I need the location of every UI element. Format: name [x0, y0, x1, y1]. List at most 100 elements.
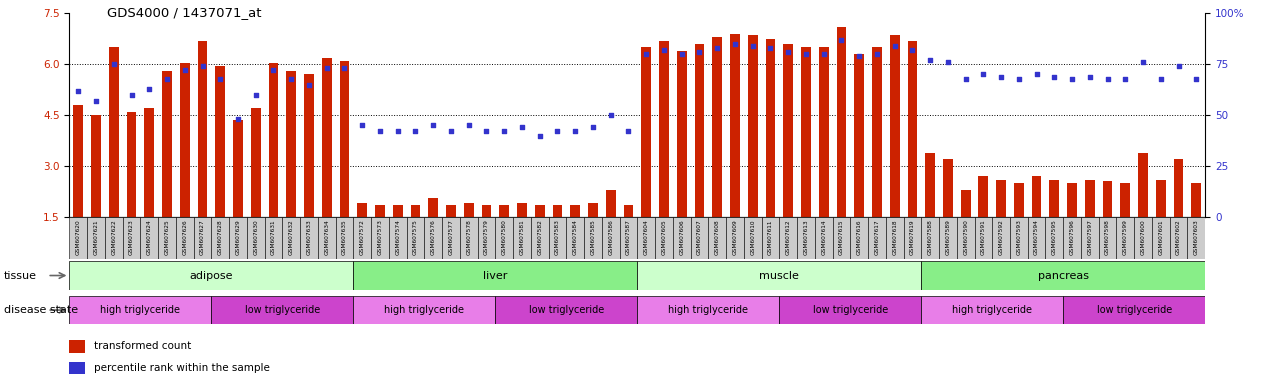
- FancyBboxPatch shape: [1027, 217, 1045, 259]
- FancyBboxPatch shape: [212, 217, 230, 259]
- FancyBboxPatch shape: [69, 217, 87, 259]
- FancyBboxPatch shape: [336, 217, 353, 259]
- Bar: [233, 120, 242, 217]
- Text: tissue: tissue: [4, 270, 37, 281]
- Text: GSM607610: GSM607610: [750, 219, 755, 255]
- Bar: [109, 47, 119, 217]
- Point: [139, 86, 159, 92]
- Text: GSM607584: GSM607584: [573, 219, 578, 255]
- FancyBboxPatch shape: [690, 217, 708, 259]
- Bar: [286, 71, 297, 217]
- Point: [849, 53, 870, 59]
- Bar: [890, 35, 900, 217]
- FancyBboxPatch shape: [69, 261, 353, 290]
- Text: GSM607588: GSM607588: [928, 219, 933, 255]
- FancyBboxPatch shape: [974, 217, 992, 259]
- Text: GSM607607: GSM607607: [697, 219, 702, 255]
- FancyBboxPatch shape: [780, 217, 798, 259]
- Text: GSM607601: GSM607601: [1159, 219, 1164, 255]
- FancyBboxPatch shape: [921, 261, 1205, 290]
- Point: [814, 51, 834, 57]
- Bar: [1085, 180, 1094, 217]
- FancyBboxPatch shape: [514, 217, 531, 259]
- FancyBboxPatch shape: [477, 217, 495, 259]
- FancyBboxPatch shape: [602, 217, 620, 259]
- Bar: [535, 205, 545, 217]
- Bar: [1050, 180, 1059, 217]
- FancyBboxPatch shape: [567, 217, 584, 259]
- Text: GSM607622: GSM607622: [111, 219, 116, 255]
- Point: [548, 128, 568, 134]
- Bar: [126, 112, 136, 217]
- Point: [1151, 76, 1171, 82]
- FancyBboxPatch shape: [780, 296, 921, 324]
- Text: GSM607572: GSM607572: [360, 219, 365, 255]
- Bar: [854, 54, 864, 217]
- FancyBboxPatch shape: [1099, 217, 1117, 259]
- Point: [334, 65, 355, 71]
- Text: GSM607608: GSM607608: [714, 219, 719, 255]
- Point: [601, 112, 621, 118]
- Text: GSM607627: GSM607627: [199, 219, 204, 255]
- Text: GSM607624: GSM607624: [146, 219, 151, 255]
- Bar: [73, 105, 83, 217]
- FancyBboxPatch shape: [1188, 217, 1205, 259]
- FancyBboxPatch shape: [247, 217, 265, 259]
- Text: GDS4000 / 1437071_at: GDS4000 / 1437071_at: [107, 6, 261, 19]
- Text: disease state: disease state: [4, 305, 78, 315]
- Text: GSM607633: GSM607633: [307, 219, 312, 255]
- FancyBboxPatch shape: [637, 261, 921, 290]
- FancyBboxPatch shape: [300, 217, 318, 259]
- Bar: [357, 204, 367, 217]
- Point: [902, 47, 923, 53]
- Text: GSM607635: GSM607635: [342, 219, 347, 255]
- Text: GSM607589: GSM607589: [945, 219, 950, 255]
- Point: [1044, 73, 1064, 79]
- FancyBboxPatch shape: [833, 217, 851, 259]
- FancyBboxPatch shape: [69, 296, 212, 324]
- Bar: [978, 176, 988, 217]
- Point: [583, 124, 603, 131]
- Bar: [943, 159, 953, 217]
- Point: [742, 43, 762, 49]
- Text: GSM607574: GSM607574: [395, 219, 400, 255]
- Text: GSM607609: GSM607609: [732, 219, 737, 255]
- Text: GSM607630: GSM607630: [254, 219, 259, 255]
- Point: [973, 71, 993, 78]
- Text: GSM607626: GSM607626: [182, 219, 187, 255]
- Text: GSM607603: GSM607603: [1194, 219, 1199, 255]
- Text: GSM607583: GSM607583: [555, 219, 560, 255]
- Bar: [837, 27, 847, 217]
- FancyBboxPatch shape: [673, 217, 690, 259]
- Text: GSM607591: GSM607591: [981, 219, 986, 255]
- Bar: [410, 205, 420, 217]
- Text: GSM607602: GSM607602: [1176, 219, 1181, 255]
- Text: GSM607598: GSM607598: [1106, 219, 1111, 255]
- FancyBboxPatch shape: [158, 217, 175, 259]
- Text: GSM607577: GSM607577: [448, 219, 453, 255]
- Bar: [801, 47, 810, 217]
- FancyBboxPatch shape: [353, 296, 495, 324]
- Bar: [1121, 183, 1131, 217]
- FancyBboxPatch shape: [531, 217, 549, 259]
- Point: [228, 116, 249, 122]
- Bar: [712, 37, 722, 217]
- Bar: [482, 205, 491, 217]
- Text: GSM607606: GSM607606: [679, 219, 684, 255]
- Point: [955, 76, 976, 82]
- Text: GSM607578: GSM607578: [466, 219, 471, 255]
- Text: GSM607599: GSM607599: [1123, 219, 1128, 255]
- Point: [671, 51, 692, 57]
- Point: [352, 122, 372, 128]
- Point: [760, 45, 780, 51]
- FancyBboxPatch shape: [406, 217, 424, 259]
- Text: GSM607623: GSM607623: [129, 219, 134, 255]
- Text: GSM607604: GSM607604: [644, 219, 649, 255]
- Text: GSM607621: GSM607621: [93, 219, 98, 255]
- Text: GSM607632: GSM607632: [289, 219, 294, 255]
- Text: GSM607593: GSM607593: [1016, 219, 1021, 255]
- FancyBboxPatch shape: [283, 217, 300, 259]
- Point: [867, 51, 887, 57]
- Point: [495, 128, 515, 134]
- Text: GSM607618: GSM607618: [892, 219, 897, 255]
